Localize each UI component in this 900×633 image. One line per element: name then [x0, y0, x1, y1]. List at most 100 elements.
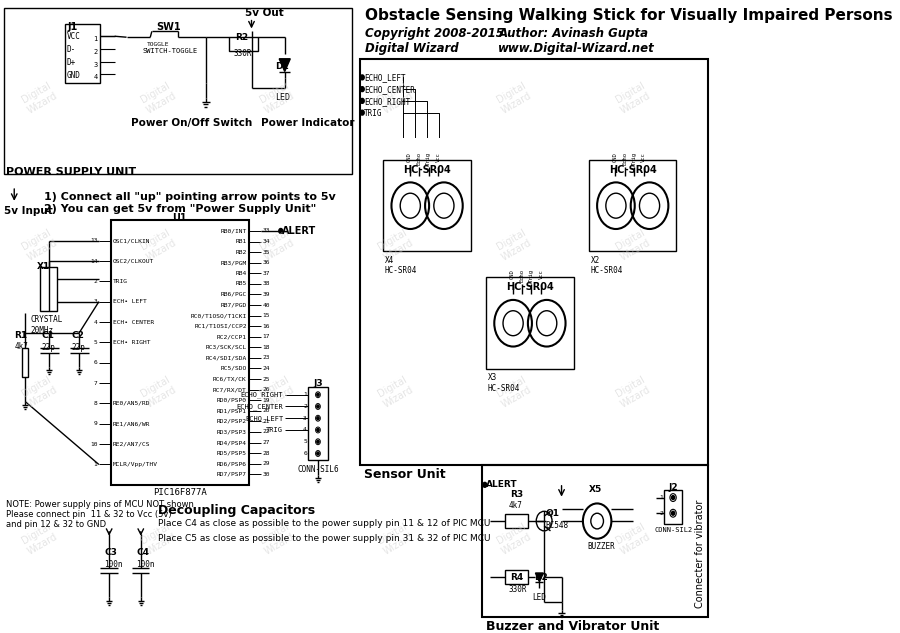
Text: 17: 17 [263, 334, 270, 339]
Text: VCC: VCC [67, 32, 80, 41]
Text: Decoupling Capacitors: Decoupling Capacitors [158, 505, 315, 517]
Text: CRYSTAL
20MHz: CRYSTAL 20MHz [30, 315, 62, 335]
Text: Echo: Echo [519, 270, 525, 282]
Text: 5: 5 [94, 340, 97, 345]
Text: OSC2/CLKOUT: OSC2/CLKOUT [113, 258, 155, 263]
Text: ALERT: ALERT [283, 226, 317, 236]
Text: Digital
Wizard: Digital Wizard [139, 374, 178, 410]
Text: Digital Wizard: Digital Wizard [365, 42, 459, 55]
Text: X2
HC-SR04: X2 HC-SR04 [590, 256, 623, 275]
Text: Digital
Wizard: Digital Wizard [375, 374, 415, 410]
Text: Digital
Wizard: Digital Wizard [375, 521, 415, 556]
Circle shape [317, 417, 319, 420]
Circle shape [316, 439, 320, 444]
Circle shape [316, 427, 320, 433]
Text: C2: C2 [71, 331, 84, 340]
Text: 25: 25 [263, 377, 270, 382]
Text: 18: 18 [263, 345, 270, 350]
Text: RB3/PGM: RB3/PGM [220, 260, 247, 265]
Circle shape [671, 511, 675, 515]
Text: 19: 19 [263, 398, 270, 403]
Text: ECHO_LEFT: ECHO_LEFT [245, 415, 284, 422]
Text: 330R: 330R [233, 49, 252, 58]
Text: 35: 35 [263, 249, 270, 254]
Text: 1: 1 [303, 392, 307, 398]
Text: 3: 3 [94, 61, 97, 68]
Circle shape [316, 404, 320, 410]
Text: Digital
Wizard: Digital Wizard [139, 521, 178, 556]
Circle shape [671, 496, 675, 499]
Text: RC0/T1OSO/T1CKI: RC0/T1OSO/T1CKI [191, 313, 247, 318]
Text: LED: LED [275, 93, 290, 102]
Text: ECH• LEFT: ECH• LEFT [113, 299, 147, 304]
Bar [111, 220, 249, 485]
Bar [482, 465, 708, 617]
Text: 3: 3 [303, 416, 307, 421]
Text: 4: 4 [94, 320, 97, 325]
Text: NOTE: Power supply pins of MCU NOT shown
Please connect pin  11 & 32 to Vcc (5v): NOTE: Power supply pins of MCU NOT shown… [6, 499, 194, 529]
Text: GND: GND [407, 152, 412, 161]
Text: 38: 38 [263, 281, 270, 286]
Text: RE2/AN7/CS: RE2/AN7/CS [113, 442, 150, 447]
Text: Place C4 as close as possible to the power supply pin 11 & 12 of PIC MCU: Place C4 as close as possible to the pow… [158, 519, 490, 528]
Text: Digital
Wizard: Digital Wizard [494, 227, 534, 263]
Text: R1: R1 [14, 331, 27, 340]
Text: RC4/SDI/SDA: RC4/SDI/SDA [205, 355, 247, 360]
Text: 2: 2 [94, 49, 97, 55]
Text: RB6/PGC: RB6/PGC [220, 292, 247, 297]
Circle shape [360, 110, 364, 115]
Circle shape [316, 451, 320, 456]
Bar [4, 8, 352, 174]
Text: RB1: RB1 [236, 239, 247, 244]
Text: Digital
Wizard: Digital Wizard [494, 521, 534, 556]
Text: 4: 4 [94, 75, 97, 80]
Text: Digital
Wizard: Digital Wizard [613, 374, 652, 410]
Text: HC-SR04: HC-SR04 [403, 165, 451, 175]
Circle shape [317, 405, 319, 408]
Text: 4: 4 [303, 427, 307, 432]
Text: 37: 37 [263, 271, 270, 276]
Text: 5v Input: 5v Input [4, 206, 53, 216]
Text: www.Digital-Wizard.net: www.Digital-Wizard.net [499, 42, 655, 55]
Text: GND: GND [67, 70, 80, 80]
Text: 33: 33 [263, 229, 270, 234]
Bar [505, 514, 528, 528]
Text: RC1/T1OSI/CCP2: RC1/T1OSI/CCP2 [194, 323, 247, 329]
Text: 40: 40 [263, 303, 270, 308]
Text: RD3/PSP3: RD3/PSP3 [217, 429, 247, 434]
Circle shape [317, 452, 319, 455]
Text: 22p: 22p [41, 343, 55, 352]
Text: RE0/AN5/RD: RE0/AN5/RD [113, 401, 150, 406]
Text: Power Indicator: Power Indicator [261, 118, 355, 127]
Text: HC-SR04: HC-SR04 [609, 165, 657, 175]
Text: 8: 8 [94, 401, 97, 406]
Text: Vcc: Vcc [538, 270, 544, 279]
Text: Trig: Trig [632, 152, 637, 165]
Bar [230, 37, 257, 51]
Bar [360, 59, 708, 465]
Text: 28: 28 [263, 451, 270, 456]
Text: 100n: 100n [104, 560, 123, 569]
Text: ECHO_RIGHT: ECHO_RIGHT [364, 97, 410, 106]
Bar [309, 387, 328, 460]
Text: POWER SUPPLY UNIT: POWER SUPPLY UNIT [6, 166, 137, 177]
Text: RC3/SCK/SCL: RC3/SCK/SCL [205, 345, 247, 350]
Text: 100n: 100n [136, 560, 155, 569]
Circle shape [279, 229, 283, 234]
Text: 24: 24 [263, 366, 270, 371]
Circle shape [317, 393, 319, 396]
Text: 10: 10 [90, 442, 97, 447]
Text: 29: 29 [263, 461, 270, 466]
Text: Sensor Unit: Sensor Unit [364, 468, 446, 481]
Text: PIC16F877A: PIC16F877A [153, 488, 207, 497]
Text: 36: 36 [263, 260, 270, 265]
Text: ECHO_CENTER: ECHO_CENTER [237, 403, 284, 410]
Circle shape [316, 392, 320, 398]
Text: 15: 15 [263, 313, 270, 318]
Text: Vcc: Vcc [436, 152, 441, 161]
Text: ECH• RIGHT: ECH• RIGHT [113, 340, 150, 345]
Text: Trig: Trig [529, 270, 534, 282]
Text: J2: J2 [669, 483, 678, 492]
Text: GND: GND [613, 152, 617, 161]
Circle shape [317, 429, 319, 432]
